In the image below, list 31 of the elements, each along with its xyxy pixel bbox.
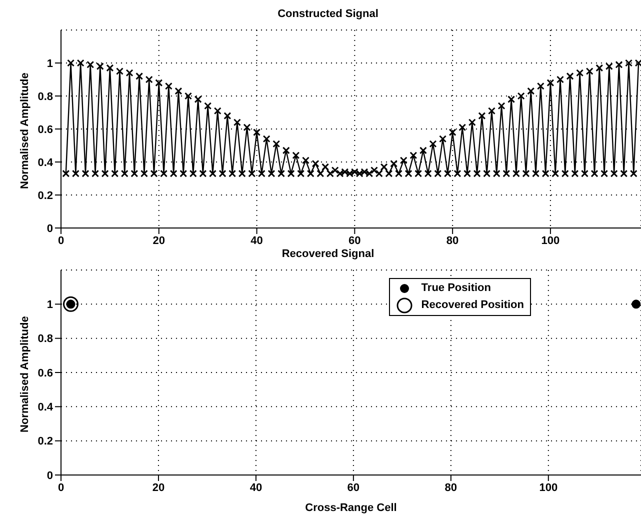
x-tick-label: 40	[250, 234, 263, 247]
y-tick-label: 0.6	[38, 367, 53, 380]
x-axis-title: Cross-Range Cell	[305, 502, 397, 514]
y-tick-label: 1	[46, 299, 53, 312]
y-tick-label: 0.6	[38, 124, 53, 136]
chart-title: Recovered Signal	[280, 248, 376, 262]
y-axis-title: Normalised Amplitude	[18, 316, 31, 432]
x-tick-label: 80	[446, 234, 459, 247]
x-tick-label: 60	[347, 482, 360, 494]
y-axis-title: Normalised Amplitude	[18, 72, 31, 189]
x-tick-label: 40	[250, 482, 262, 494]
x-tick-label: 80	[444, 482, 458, 494]
y-tick-label: 1	[46, 58, 53, 70]
y-tick-label: 0.8	[38, 333, 53, 346]
x-tick-label: 20	[152, 482, 165, 494]
x-tick-label: 20	[152, 234, 166, 247]
chart-title: Constructed Signal	[276, 8, 380, 22]
y-tick-label: 0	[46, 222, 53, 235]
y-tick-label: 0.4	[38, 156, 54, 169]
y-tick-label: 0.8	[38, 90, 53, 103]
y-tick-label: 0.4	[38, 402, 54, 414]
x-tick-label: 60	[348, 234, 361, 247]
legend-label: True Position	[421, 282, 491, 295]
x-tick-label: 0	[58, 482, 64, 494]
y-tick-label: 0.2	[38, 436, 53, 448]
x-tick-label: 100	[539, 482, 558, 494]
legend-label: Recovered Position	[421, 299, 524, 312]
y-tick-label: 0.2	[38, 190, 53, 202]
x-tick-label: 100	[541, 234, 560, 247]
y-tick-label: 0	[46, 470, 53, 482]
x-tick-label: 0	[58, 234, 64, 247]
